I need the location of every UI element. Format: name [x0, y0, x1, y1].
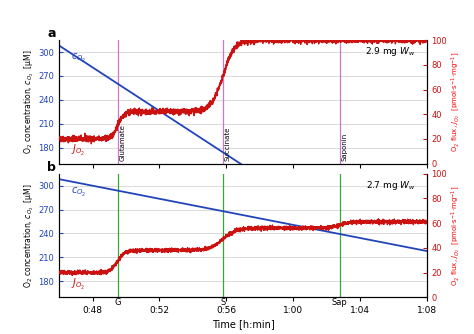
- Text: $J_{O_2}$: $J_{O_2}$: [71, 143, 85, 158]
- Text: 2.7 mg $W_w$: 2.7 mg $W_w$: [366, 179, 416, 192]
- Y-axis label: O$_2$ flux, $J_{O_2}$  [pmol·s$^{-1}$·mg$^{-1}$]: O$_2$ flux, $J_{O_2}$ [pmol·s$^{-1}$·mg$…: [450, 185, 463, 286]
- Text: Sap: Sap: [332, 298, 347, 307]
- Text: $J_{O_2}$: $J_{O_2}$: [71, 277, 85, 292]
- Text: S: S: [220, 298, 226, 307]
- Text: a: a: [47, 27, 55, 40]
- Text: $c_{O_2}$: $c_{O_2}$: [71, 186, 86, 199]
- Text: $c_{O_2}$: $c_{O_2}$: [71, 52, 86, 65]
- Text: Glutamate: Glutamate: [120, 125, 126, 161]
- X-axis label: Time [h:min]: Time [h:min]: [211, 319, 274, 329]
- Text: Saponin: Saponin: [342, 133, 348, 161]
- Y-axis label: O$_2$ concentration, $c_{O_2}$  [µM]: O$_2$ concentration, $c_{O_2}$ [µM]: [22, 183, 36, 288]
- Y-axis label: O$_2$ concentration, $c_{O_2}$  [µM]: O$_2$ concentration, $c_{O_2}$ [µM]: [22, 50, 36, 154]
- Text: b: b: [47, 161, 55, 174]
- Text: Succinate: Succinate: [225, 127, 231, 161]
- Text: 2.9 mg $W_w$: 2.9 mg $W_w$: [365, 45, 416, 58]
- Text: G: G: [114, 298, 121, 307]
- Y-axis label: O$_2$ flux, $J_{O_2}$  [pmol·s$^{-1}$·mg$^{-1}$]: O$_2$ flux, $J_{O_2}$ [pmol·s$^{-1}$·mg$…: [450, 52, 463, 152]
